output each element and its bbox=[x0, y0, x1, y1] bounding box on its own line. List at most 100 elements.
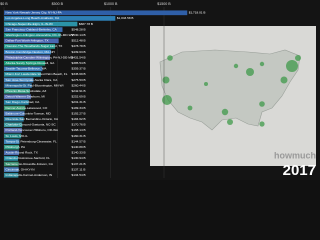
bar bbox=[4, 167, 19, 172]
category-label: Detroit-Warren-Dearborn, MI bbox=[6, 95, 45, 99]
value-label: $439.63 B bbox=[72, 50, 86, 54]
bar bbox=[4, 10, 188, 16]
category-label: Miami-Fort Lauderdale-West Palm Beach, F… bbox=[6, 72, 68, 76]
value-label: $260.44 B bbox=[72, 83, 86, 87]
value-label: $512.48 B bbox=[72, 39, 86, 43]
value-label: $1,718.01 B bbox=[189, 11, 206, 15]
bar bbox=[4, 161, 19, 167]
category-label: Riverside-San Bernardino-Ontario, CA bbox=[6, 117, 60, 121]
map-bubble bbox=[259, 101, 265, 107]
value-label: $168.14 B bbox=[72, 128, 86, 132]
category-label: Tampa-St. Petersburg-Clearwater, FL bbox=[6, 139, 58, 143]
category-label: Atlanta-Sandy Springs-Roswell, GA bbox=[6, 61, 56, 65]
bar bbox=[4, 27, 63, 32]
bar bbox=[4, 94, 31, 100]
value-label: $137.11 B bbox=[72, 167, 86, 171]
plot-area: $0 B $500 B $1000 B $1500 B New York-Newark-… bbox=[0, 2, 205, 178]
map-bubble bbox=[227, 119, 233, 125]
map-bubble bbox=[204, 82, 208, 86]
value-label: $252.69 B bbox=[72, 95, 86, 99]
category-label: Washington-Arlington-Alexandria, DC-VA-M… bbox=[6, 33, 75, 37]
value-label: $184.62 B bbox=[72, 117, 86, 121]
map-bubble bbox=[162, 95, 172, 105]
category-label: Phoenix-Mesa-Scottsdale, AZ bbox=[6, 89, 47, 93]
category-label: Cincinnati, OH-KY-IN bbox=[6, 167, 35, 171]
bar bbox=[4, 116, 24, 122]
category-label: Dallas-Fort Worth-Arlington, TX bbox=[6, 39, 49, 43]
value-label: $687.78 B bbox=[79, 22, 93, 26]
value-label: $345.69 B bbox=[72, 72, 86, 76]
bar bbox=[4, 77, 34, 83]
value-label: $431.54 B bbox=[72, 55, 86, 59]
value-label: $192.27 B bbox=[72, 111, 86, 115]
value-label: $478.78 B bbox=[72, 44, 86, 48]
bar bbox=[4, 122, 23, 128]
value-label: $242.91 B bbox=[72, 89, 86, 93]
value-label: $548.28 B bbox=[72, 27, 86, 31]
value-label: $140.33 B bbox=[72, 151, 86, 155]
map-bubbles bbox=[162, 55, 301, 127]
value-label: $359.37 B bbox=[72, 67, 86, 71]
value-label: $530.14 B bbox=[72, 33, 86, 37]
bar bbox=[4, 111, 25, 116]
map-bubble bbox=[187, 105, 193, 111]
value-label: $130.94 B bbox=[72, 156, 86, 160]
value-label: $199.34 B bbox=[72, 106, 86, 110]
map-bubble bbox=[162, 76, 170, 84]
chart: $0 B $500 B $1000 B $1500 B New York-Newark-… bbox=[0, 1, 316, 179]
bar bbox=[4, 88, 30, 94]
value-label: $1,043.58 B bbox=[117, 16, 134, 20]
category-label: Los Angeles-Long Beach-Anaheim, CA bbox=[6, 16, 61, 20]
category-label: San Diego-Carlsbad, CA bbox=[6, 100, 41, 104]
bar bbox=[4, 72, 41, 77]
category-label: Orlando-Kissimmee-Sanford, FL bbox=[6, 156, 51, 160]
category-label: Baltimore-Columbia-Towson, MD bbox=[6, 111, 52, 115]
category-label: Charlotte-Concord-Gastonia, NC-SC bbox=[6, 123, 57, 127]
category-label: Portland-Vancouver-Hillsboro, OR-WA bbox=[6, 128, 59, 132]
category-label: Seattle-Tacoma-Bellevue, WA bbox=[6, 67, 48, 71]
value-label: $160.31 B bbox=[72, 134, 86, 138]
category-label: St. Louis, MO-IL bbox=[6, 134, 29, 138]
year-label: 2017 bbox=[283, 162, 316, 179]
map-bubble bbox=[221, 108, 229, 116]
bar bbox=[4, 133, 22, 139]
value-label: $134.54 B bbox=[72, 173, 86, 177]
value-label: $140.89 B bbox=[72, 145, 86, 149]
value-label: $385.54 B bbox=[72, 61, 86, 65]
value-label: $275.53 B bbox=[72, 78, 86, 82]
logo: howmuch bbox=[274, 150, 316, 160]
map-bubble bbox=[246, 68, 254, 76]
value-label: $231.31 B bbox=[72, 100, 86, 104]
bar bbox=[4, 128, 22, 133]
map-bubble bbox=[295, 55, 301, 61]
bar bbox=[4, 156, 18, 161]
category-label: Indianapolis-Carmel-Anderson, IN bbox=[6, 173, 53, 177]
category-label: San Jose-Sunnyvale-Santa Clara, CA bbox=[6, 78, 59, 82]
bar bbox=[4, 105, 26, 111]
bar bbox=[4, 172, 19, 178]
bar bbox=[4, 66, 43, 72]
bar bbox=[4, 44, 56, 49]
bar bbox=[4, 100, 29, 105]
bar bbox=[4, 83, 32, 88]
us-outline bbox=[159, 49, 301, 131]
map-inset bbox=[150, 26, 316, 166]
map-bubble bbox=[259, 61, 265, 67]
bar bbox=[4, 49, 51, 55]
bar bbox=[4, 60, 46, 66]
map-bubble bbox=[167, 55, 173, 61]
category-label: Chicago-Naperville-Elgin, IL-IN-WI bbox=[6, 22, 53, 26]
category-label: Pittsburgh, PA bbox=[6, 145, 26, 149]
x-tick-label: $0 B bbox=[0, 2, 8, 6]
map-bubble bbox=[280, 76, 288, 84]
category-label: New York-Newark-Jersey City, NY-NJ-PA bbox=[6, 11, 63, 15]
category-label: Houston-The Woodlands-Sugar Land, TX bbox=[6, 44, 63, 48]
bar bbox=[4, 21, 78, 27]
value-label: $170.76 B bbox=[72, 123, 86, 127]
x-tick-label: $1000 B bbox=[104, 2, 118, 6]
category-label: Denver-Aurora-Lakewood, CO bbox=[6, 106, 48, 110]
x-tick-label: $1500 B bbox=[157, 2, 171, 6]
bar bbox=[4, 139, 20, 144]
bar bbox=[4, 150, 19, 156]
category-label: San Francisco-Oakland-Berkeley, CA bbox=[6, 27, 58, 31]
